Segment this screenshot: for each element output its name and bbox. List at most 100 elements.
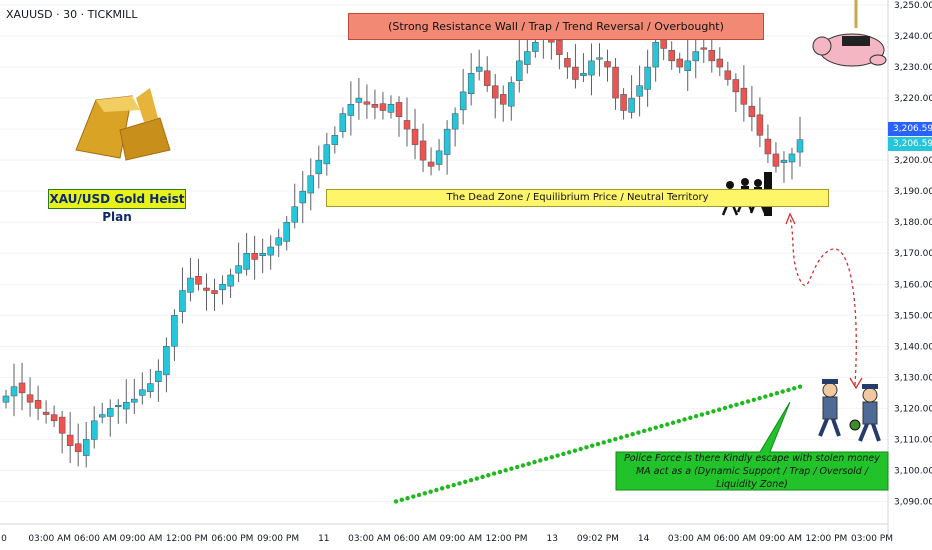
- x-tick-label: 12:00 PM: [486, 534, 528, 544]
- y-tick-label: 3,130.00: [894, 373, 932, 383]
- candle-body: [58, 416, 66, 434]
- candle-body: [756, 114, 764, 136]
- candle-body: [516, 60, 523, 81]
- deadzone-label[interactable]: The Dead Zone / Equilibrium Price / Neut…: [326, 189, 829, 207]
- ma-dot: [688, 415, 693, 421]
- candle-body: [724, 70, 732, 80]
- ma-dot: [566, 450, 572, 455]
- candle-body: [34, 400, 42, 409]
- y-tick-label: 3,120.00: [894, 404, 932, 414]
- candle-body: [684, 60, 691, 72]
- x-tick-label: 06:00 PM: [211, 534, 253, 544]
- candle-body: [508, 82, 515, 107]
- close-price-tag: 3,206.59: [888, 137, 932, 151]
- candle-body: [532, 41, 539, 52]
- ma-dot: [665, 422, 670, 427]
- candle-body: [652, 41, 659, 68]
- candle-body: [596, 57, 603, 60]
- ma-dot: [491, 471, 497, 476]
- candle-body: [748, 105, 756, 117]
- y-tick-label: 3,090.00: [894, 497, 932, 507]
- ma-dot: [757, 395, 762, 401]
- ma-dot: [480, 474, 485, 480]
- candle-body: [107, 408, 114, 417]
- ma-dot: [717, 407, 722, 412]
- y-tick-label: 3,230.00: [894, 63, 932, 73]
- candle-body: [82, 439, 90, 456]
- ma-dot: [451, 482, 456, 488]
- candle-body: [668, 50, 675, 62]
- candle-body: [339, 113, 347, 132]
- ma-dot: [670, 420, 676, 425]
- candle-body: [788, 153, 796, 163]
- ma-dot: [434, 487, 439, 493]
- ma-dot: [740, 400, 745, 406]
- ma-dot: [555, 453, 560, 458]
- ma-dot: [682, 417, 687, 422]
- x-tick-label: 0: [1, 534, 7, 544]
- candle-body: [283, 221, 290, 242]
- candle-body: [732, 79, 740, 93]
- ma-dot: [641, 428, 647, 434]
- candle-body: [90, 420, 98, 440]
- candle-body: [331, 135, 339, 145]
- ma-dot: [676, 418, 681, 424]
- x-tick-label: 14: [638, 534, 650, 544]
- candle-body: [203, 287, 210, 291]
- candle-body: [363, 101, 371, 105]
- ma-dot: [792, 386, 797, 391]
- candle-body: [299, 190, 306, 204]
- plan-label[interactable]: XAU/USD Gold Heist Plan: [48, 189, 186, 224]
- candle-body: [387, 104, 395, 113]
- ma-dot: [549, 455, 555, 460]
- candle-body: [772, 153, 780, 167]
- candle-body: [219, 284, 226, 291]
- y-tick-label: 3,250.00: [894, 1, 932, 11]
- candle-body: [411, 128, 419, 145]
- candle-body: [379, 103, 387, 111]
- ma-dot: [774, 391, 780, 396]
- candle-body: [179, 290, 186, 312]
- candle-body: [676, 58, 683, 68]
- x-tick-label: 06:00 AM: [74, 534, 117, 544]
- ma-dot: [411, 494, 416, 499]
- ma-dot: [653, 425, 658, 430]
- candle-body: [155, 370, 162, 382]
- ma-dot: [780, 389, 785, 394]
- x-tick-label: 03:00 AM: [348, 534, 391, 544]
- ma-dot: [439, 486, 445, 491]
- x-tick-label: 03:00 AM: [668, 534, 711, 544]
- candle-body: [323, 144, 331, 165]
- candle-body: [700, 47, 708, 50]
- candle-body: [708, 50, 716, 62]
- ma-dot: [561, 451, 566, 457]
- escape-arrow: [789, 217, 857, 386]
- x-tick-label: 03:00 AM: [28, 534, 71, 544]
- gold-bars-icon: [75, 88, 171, 161]
- ma-dot: [515, 464, 520, 470]
- ma-dot: [630, 432, 635, 437]
- callout-bubble: [615, 401, 889, 491]
- last-price-tag: 3,206.59: [888, 122, 932, 136]
- y-tick-label: 3,100.00: [894, 466, 932, 476]
- ma-dot: [601, 440, 606, 445]
- y-tick-label: 3,190.00: [894, 187, 932, 197]
- candle-body: [475, 66, 483, 72]
- candle-body: [644, 66, 651, 90]
- ma-dot: [509, 466, 514, 471]
- candle-body: [451, 113, 459, 130]
- ma-dot: [422, 491, 428, 496]
- candle-body: [315, 159, 323, 175]
- ma-dot: [734, 402, 739, 407]
- y-tick-label: 3,160.00: [894, 280, 932, 290]
- candle-body: [443, 128, 451, 155]
- resistance-zone-label[interactable]: (Strong Resistance Wall / Trap / Trend R…: [348, 13, 764, 40]
- ma-dot: [607, 438, 612, 443]
- pig-thief-icon: [812, 0, 887, 67]
- candle-body: [467, 73, 475, 94]
- arrow-head: [849, 377, 863, 390]
- police-icon: [818, 379, 881, 442]
- y-tick-label: 3,220.00: [894, 94, 932, 104]
- candle-body: [131, 398, 138, 403]
